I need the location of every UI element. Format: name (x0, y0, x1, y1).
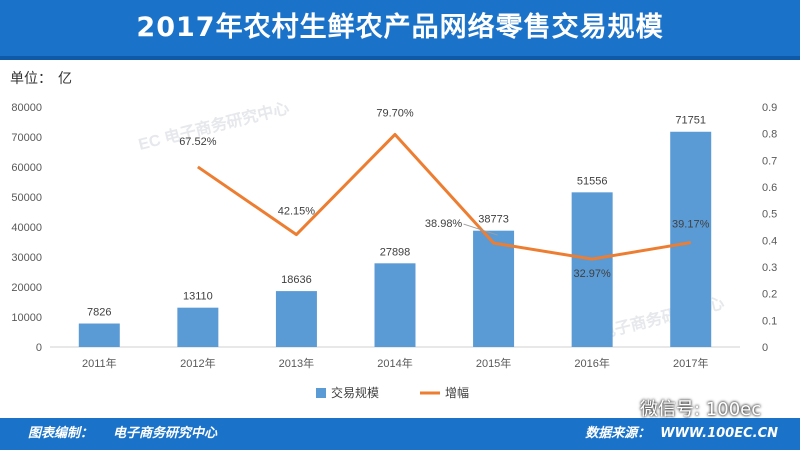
bar-data-label: 13110 (183, 291, 213, 303)
unit-value: 亿 (58, 71, 72, 87)
bar-data-label: 71751 (675, 115, 706, 127)
y-left-tick-label: 50000 (11, 192, 42, 204)
y-right-tick-label: 0.6 (762, 182, 777, 194)
y-left-tick-label: 40000 (11, 222, 42, 234)
footer-source-value: WWW.100EC.CN (660, 426, 778, 441)
line-data-label: 39.17% (672, 219, 710, 231)
bar-data-label: 38773 (478, 214, 509, 226)
bar (374, 263, 416, 347)
y-right-tick-label: 0 (762, 342, 768, 354)
x-tick-label: 2014年 (377, 356, 412, 370)
bar-data-label: 7826 (87, 307, 111, 319)
y-left-tick-label: 70000 (11, 132, 42, 144)
x-tick-label: 2017年 (673, 356, 708, 370)
x-tick-label: 2016年 (574, 356, 609, 370)
wechat-icon (612, 401, 634, 418)
footer-compiler: 图表编制： 电子商务研究中心 (28, 418, 217, 450)
line-data-label: 42.15% (278, 206, 316, 218)
bar (670, 131, 712, 347)
title-banner: 2017年农村生鲜农产品网络零售交易规模 (0, 0, 800, 60)
bar (177, 307, 219, 347)
x-tick-label: 2015年 (476, 356, 511, 370)
x-tick-label: 2013年 (279, 356, 314, 370)
legend-bar-label: 交易规模 (331, 385, 379, 400)
y-right-tick-label: 0.7 (762, 155, 777, 167)
y-right-tick-label: 0.9 (762, 102, 777, 114)
line-data-label: 32.97% (573, 268, 611, 280)
y-right-tick-label: 0.8 (762, 129, 777, 141)
bar (571, 192, 613, 347)
footer-source: 数据来源： WWW.100EC.CN (585, 418, 778, 450)
y-right-tick-label: 0.3 (762, 262, 777, 274)
footer-compiler-label: 图表编制： (28, 426, 94, 441)
y-left-tick-label: 30000 (11, 252, 42, 264)
bar (78, 323, 120, 347)
y-left-tick-label: 10000 (11, 312, 42, 324)
y-left-tick-label: 80000 (11, 102, 42, 114)
bar-data-label: 18636 (281, 274, 312, 286)
y-right-tick-label: 0.2 (762, 289, 777, 301)
y-right-tick-label: 0.5 (762, 209, 777, 221)
y-left-tick-label: 20000 (11, 282, 42, 294)
footer-compiler-value: 电子商务研究中心 (113, 426, 218, 441)
bar (473, 230, 515, 347)
legend-line-label: 增幅 (445, 385, 469, 400)
footer-source-label: 数据来源： (585, 426, 651, 441)
legend-bar-swatch (316, 388, 326, 398)
x-tick-label: 2011年 (82, 356, 117, 370)
label-leader-line (463, 223, 498, 236)
x-tick-label: 2012年 (180, 356, 215, 370)
footer-bar: 图表编制： 电子商务研究中心 数据来源： WWW.100EC.CN (0, 418, 800, 450)
y-left-tick-label: 60000 (11, 162, 42, 174)
bar-data-label: 51556 (577, 175, 608, 187)
growth-line (197, 132, 691, 261)
bar-data-label: 27898 (380, 246, 411, 258)
unit-prefix: 单位： (10, 71, 52, 87)
wechat-text: 微信号: 100ec (640, 399, 762, 420)
y-right-tick-label: 0.1 (762, 315, 777, 327)
y-left-tick-label: 0 (36, 342, 42, 354)
y-right-tick-label: 0.4 (762, 235, 777, 247)
line-data-label: 79.70% (376, 107, 414, 119)
bar (275, 291, 317, 347)
wechat-watermark: 微信号: 100ec (612, 395, 792, 425)
unit-label: 单位： 亿 (10, 68, 72, 88)
chart-title: 2017年农村生鲜农产品网络零售交易规模 (136, 12, 664, 43)
line-data-label: 67.52% (179, 136, 217, 148)
line-data-label: 38.98% (425, 218, 463, 230)
